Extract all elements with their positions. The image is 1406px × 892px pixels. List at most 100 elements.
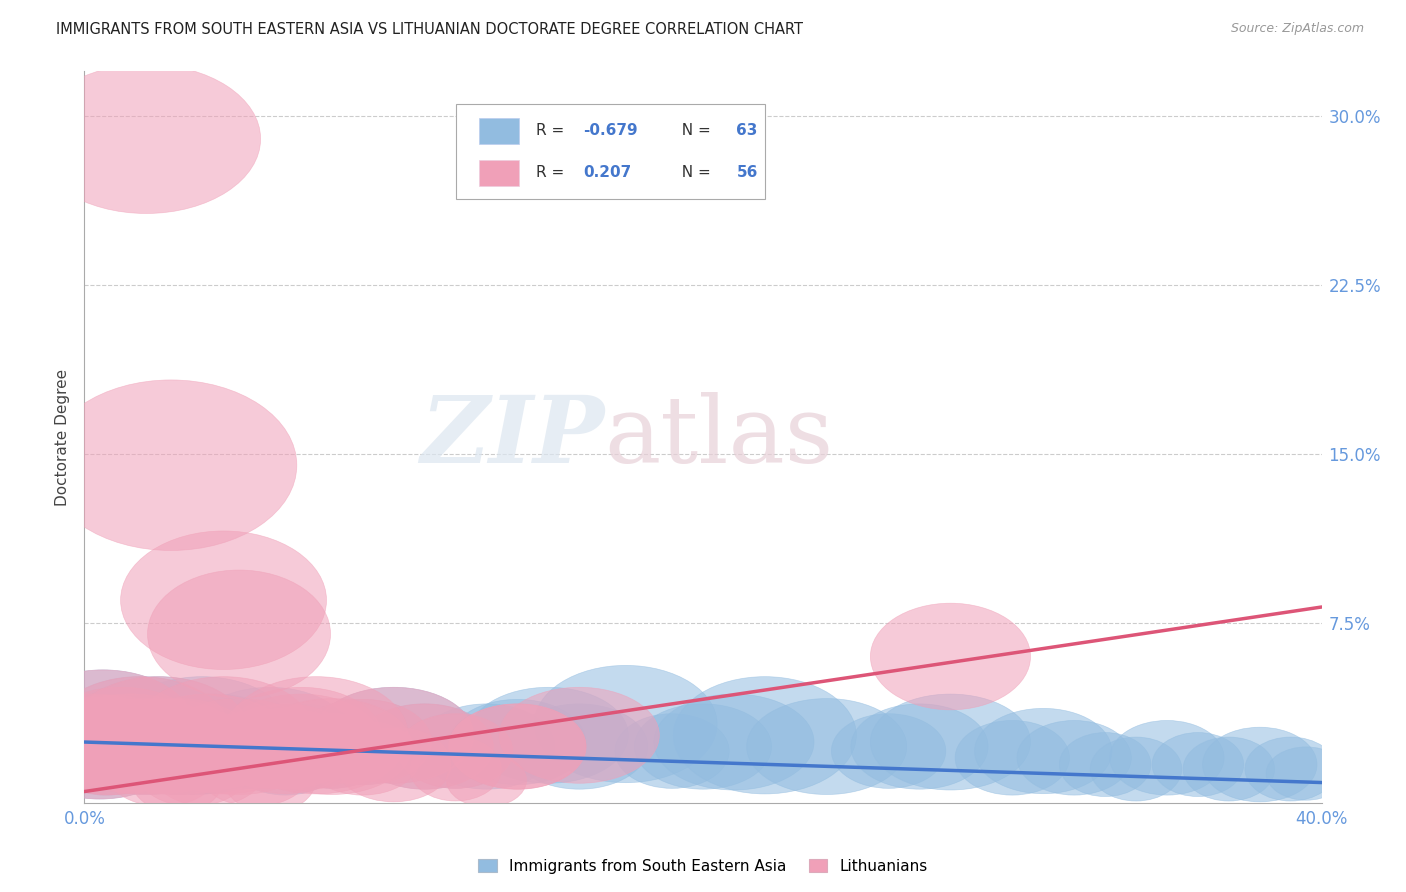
Ellipse shape: [41, 695, 177, 780]
Ellipse shape: [51, 694, 211, 790]
Ellipse shape: [39, 698, 153, 772]
Ellipse shape: [673, 677, 856, 794]
Ellipse shape: [128, 694, 288, 790]
Ellipse shape: [232, 704, 370, 789]
Ellipse shape: [534, 665, 717, 782]
Ellipse shape: [252, 698, 412, 795]
Ellipse shape: [634, 704, 772, 789]
Y-axis label: Doctorate Degree: Doctorate Degree: [55, 368, 70, 506]
Ellipse shape: [20, 703, 180, 799]
Ellipse shape: [77, 714, 191, 789]
Text: N =: N =: [672, 165, 716, 180]
Ellipse shape: [46, 699, 184, 785]
Text: R =: R =: [536, 165, 574, 180]
Ellipse shape: [134, 694, 294, 790]
Ellipse shape: [449, 699, 586, 785]
Ellipse shape: [49, 677, 232, 794]
Ellipse shape: [67, 677, 250, 794]
Ellipse shape: [32, 698, 193, 795]
Text: R =: R =: [536, 123, 569, 138]
Ellipse shape: [305, 721, 420, 795]
Ellipse shape: [356, 704, 494, 789]
Ellipse shape: [228, 721, 343, 795]
Ellipse shape: [148, 570, 330, 698]
Ellipse shape: [46, 699, 184, 785]
Ellipse shape: [115, 698, 276, 795]
Ellipse shape: [132, 677, 315, 794]
Ellipse shape: [66, 698, 226, 795]
Ellipse shape: [398, 714, 513, 789]
Ellipse shape: [97, 698, 257, 795]
Ellipse shape: [166, 714, 281, 789]
Ellipse shape: [135, 731, 250, 806]
Ellipse shape: [20, 703, 180, 799]
Text: 63: 63: [737, 123, 758, 138]
Ellipse shape: [274, 714, 389, 789]
Ellipse shape: [409, 737, 502, 801]
Ellipse shape: [398, 714, 513, 789]
Ellipse shape: [614, 714, 730, 789]
Ellipse shape: [870, 603, 1031, 710]
Legend: Immigrants from South Eastern Asia, Lithuanians: Immigrants from South Eastern Asia, Lith…: [472, 853, 934, 880]
Text: Source: ZipAtlas.com: Source: ZipAtlas.com: [1230, 22, 1364, 36]
Ellipse shape: [314, 688, 474, 783]
Ellipse shape: [49, 721, 163, 795]
Ellipse shape: [499, 688, 659, 783]
Ellipse shape: [56, 704, 193, 789]
Ellipse shape: [41, 688, 201, 783]
Text: IMMIGRANTS FROM SOUTH EASTERN ASIA VS LITHUANIAN DOCTORATE DEGREE CORRELATION CH: IMMIGRANTS FROM SOUTH EASTERN ASIA VS LI…: [56, 22, 803, 37]
Ellipse shape: [121, 699, 259, 785]
Ellipse shape: [41, 695, 177, 780]
Ellipse shape: [314, 688, 474, 783]
Ellipse shape: [654, 694, 814, 790]
Ellipse shape: [197, 731, 312, 806]
Ellipse shape: [67, 677, 250, 794]
Text: N =: N =: [672, 123, 716, 138]
Ellipse shape: [49, 677, 232, 794]
Ellipse shape: [955, 721, 1070, 795]
Ellipse shape: [1244, 737, 1337, 801]
Ellipse shape: [336, 727, 451, 802]
Ellipse shape: [39, 698, 153, 772]
Ellipse shape: [1090, 737, 1182, 801]
Ellipse shape: [221, 694, 381, 790]
Ellipse shape: [45, 380, 297, 550]
Ellipse shape: [62, 714, 176, 789]
Ellipse shape: [1182, 737, 1275, 801]
Ellipse shape: [190, 688, 350, 783]
Text: -0.679: -0.679: [583, 123, 637, 138]
Ellipse shape: [84, 699, 221, 785]
Ellipse shape: [10, 694, 170, 790]
Ellipse shape: [221, 688, 381, 783]
Ellipse shape: [418, 704, 555, 789]
Ellipse shape: [1109, 721, 1225, 795]
Ellipse shape: [11, 670, 194, 787]
Ellipse shape: [294, 699, 432, 785]
Ellipse shape: [159, 698, 319, 795]
Ellipse shape: [447, 754, 526, 807]
Ellipse shape: [274, 714, 389, 789]
Ellipse shape: [212, 714, 328, 789]
Ellipse shape: [225, 677, 408, 794]
Ellipse shape: [111, 677, 294, 794]
Ellipse shape: [1202, 727, 1317, 802]
Ellipse shape: [870, 694, 1031, 790]
Ellipse shape: [97, 698, 257, 795]
Ellipse shape: [108, 714, 222, 789]
Ellipse shape: [103, 699, 239, 785]
Ellipse shape: [41, 688, 201, 783]
Ellipse shape: [32, 698, 193, 795]
Ellipse shape: [127, 714, 240, 789]
Ellipse shape: [356, 704, 494, 789]
Ellipse shape: [11, 670, 194, 787]
Ellipse shape: [62, 714, 176, 789]
Text: atlas: atlas: [605, 392, 834, 482]
Ellipse shape: [468, 688, 628, 783]
Ellipse shape: [217, 704, 354, 789]
Ellipse shape: [56, 704, 193, 789]
Ellipse shape: [1267, 747, 1346, 800]
Ellipse shape: [1059, 732, 1152, 797]
Ellipse shape: [449, 704, 586, 789]
Ellipse shape: [108, 714, 222, 789]
Ellipse shape: [294, 699, 432, 785]
